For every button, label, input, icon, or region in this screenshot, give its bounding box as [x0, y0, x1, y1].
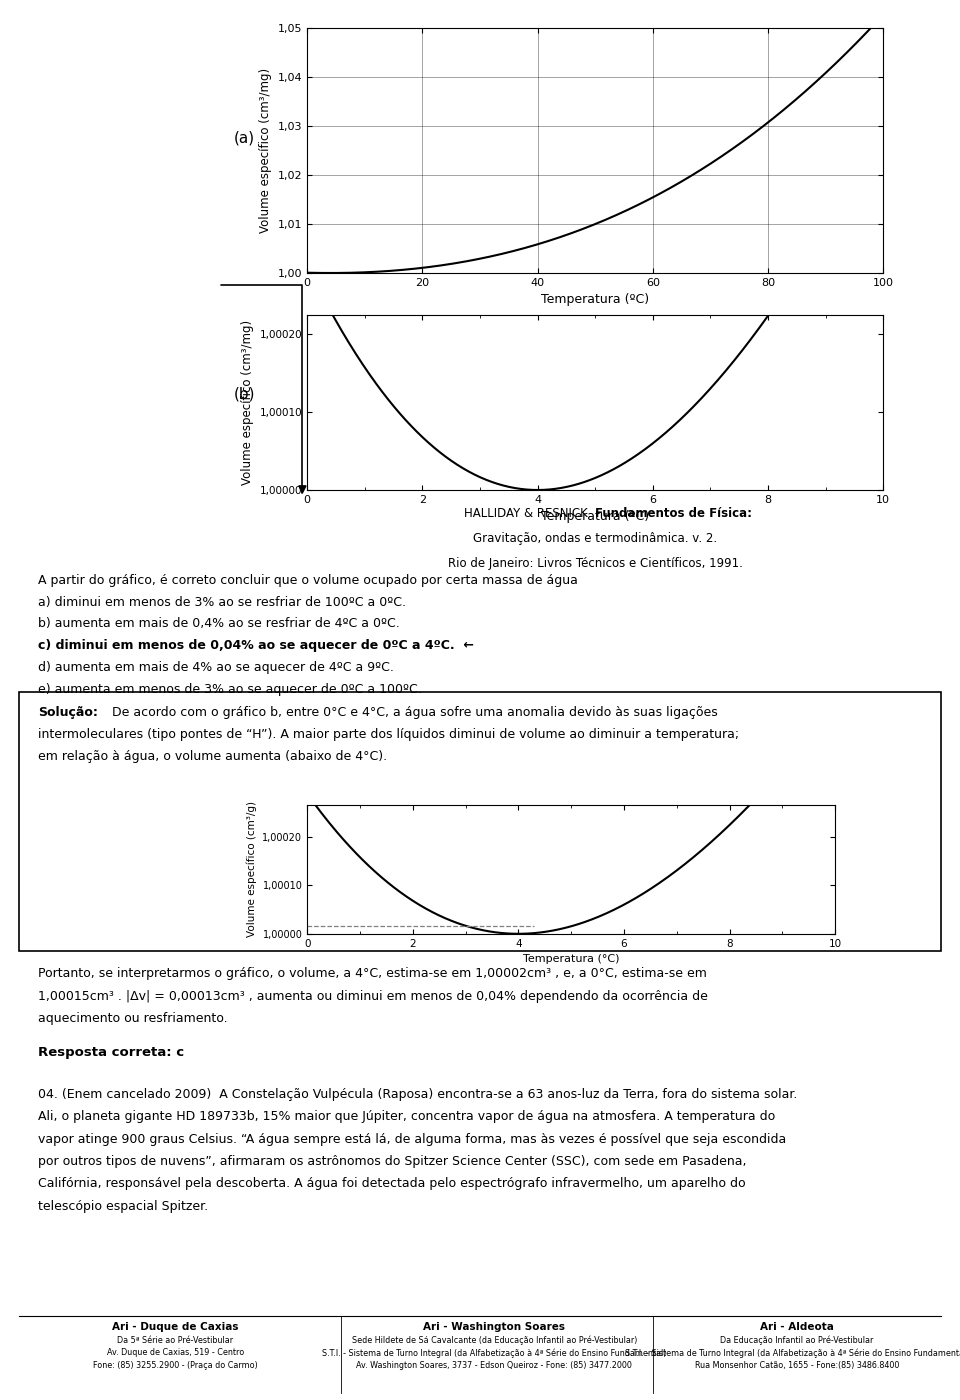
Text: Ali, o planeta gigante HD 189733b, 15% maior que Júpiter, concentra vapor de águ: Ali, o planeta gigante HD 189733b, 15% m…: [38, 1110, 776, 1123]
Text: Rio de Janeiro: Livros Técnicos e Científicos, 1991.: Rio de Janeiro: Livros Técnicos e Cientí…: [447, 557, 743, 570]
Text: em relação à água, o volume aumenta (abaixo de 4°C).: em relação à água, o volume aumenta (aba…: [38, 750, 388, 763]
Text: (b): (b): [234, 386, 255, 402]
X-axis label: Temperatura (ºC): Temperatura (ºC): [541, 511, 649, 524]
Text: c) diminui em menos de 0,04% ao se aquecer de 0ºC a 4ºC.  ←: c) diminui em menos de 0,04% ao se aquec…: [38, 638, 474, 652]
Text: aquecimento ou resfriamento.: aquecimento ou resfriamento.: [38, 1012, 228, 1025]
Text: Sede Hildete de Sá Cavalcante (da Educação Infantil ao Pré-Vestibular): Sede Hildete de Sá Cavalcante (da Educaç…: [351, 1336, 637, 1345]
Text: Av. Washington Soares, 3737 - Edson Queiroz - Fone: (85) 3477.2000: Av. Washington Soares, 3737 - Edson Quei…: [356, 1361, 633, 1369]
Text: Da Educação Infantil ao Pré-Vestibular: Da Educação Infantil ao Pré-Vestibular: [720, 1336, 874, 1345]
Text: d) aumenta em mais de 4% ao se aquecer de 4ºC a 9ºC.: d) aumenta em mais de 4% ao se aquecer d…: [38, 661, 395, 673]
Text: telescópio espacial Spitzer.: telescópio espacial Spitzer.: [38, 1200, 208, 1212]
Y-axis label: Volume específico (cm³/mg): Volume específico (cm³/mg): [259, 69, 272, 232]
Text: e) aumenta em menos de 3% ao se aquecer de 0ºC a 100ºC.: e) aumenta em menos de 3% ao se aquecer …: [38, 683, 422, 696]
Text: a) diminui em menos de 3% ao se resfriar de 100ºC a 0ºC.: a) diminui em menos de 3% ao se resfriar…: [38, 596, 406, 609]
Text: Portanto, se interpretarmos o gráfico, o volume, a 4°C, estima-se em 1,00002cm³ : Portanto, se interpretarmos o gráfico, o…: [38, 967, 708, 980]
Text: S.T.I. - Sistema de Turno Integral (da Alfabetização à 4ª Série do Ensino Fundam: S.T.I. - Sistema de Turno Integral (da A…: [323, 1348, 666, 1358]
Text: (a): (a): [234, 130, 255, 146]
Text: por outros tipos de nuvens”, afirmaram os astrônomos do Spitzer Science Center (: por outros tipos de nuvens”, afirmaram o…: [38, 1155, 747, 1168]
Text: 04. (Enem cancelado 2009)  A Constelação Vulpécula (Raposa) encontra-se a 63 ano: 04. (Enem cancelado 2009) A Constelação …: [38, 1088, 798, 1100]
Text: 1,00015cm³ . |Δv| = 0,00013cm³ , aumenta ou diminui em menos de 0,04% dependendo: 1,00015cm³ . |Δv| = 0,00013cm³ , aumenta…: [38, 990, 708, 1002]
Text: De acordo com o gráfico b, entre 0°C e 4°C, a água sofre uma anomalia devido às : De acordo com o gráfico b, entre 0°C e 4…: [108, 706, 718, 718]
Text: Fone: (85) 3255.2900 - (Praça do Carmo): Fone: (85) 3255.2900 - (Praça do Carmo): [93, 1361, 257, 1369]
Text: Ari - Washington Soares: Ari - Washington Soares: [423, 1322, 565, 1331]
Text: intermoleculares (tipo pontes de “H”). A maior parte dos líquidos diminui de vol: intermoleculares (tipo pontes de “H”). A…: [38, 728, 739, 741]
Text: Da 5ª Série ao Pré-Vestibular: Da 5ª Série ao Pré-Vestibular: [117, 1336, 233, 1344]
Text: HALLIDAY & RESNICK.: HALLIDAY & RESNICK.: [464, 507, 595, 519]
Y-axis label: Volume específico (cm³/g): Volume específico (cm³/g): [247, 801, 256, 938]
Text: Ari - Aldeota: Ari - Aldeota: [760, 1322, 833, 1331]
Text: A partir do gráfico, é correto concluir que o volume ocupado por certa massa de : A partir do gráfico, é correto concluir …: [38, 574, 578, 587]
Text: Rua Monsenhor Catão, 1655 - Fone:(85) 3486.8400: Rua Monsenhor Catão, 1655 - Fone:(85) 34…: [695, 1361, 899, 1369]
Text: vapor atinge 900 graus Celsius. “A água sempre está lá, de alguma forma, mas às : vapor atinge 900 graus Celsius. “A água …: [38, 1133, 786, 1145]
Text: Solução:: Solução:: [38, 706, 98, 718]
X-axis label: Temperatura (ºC): Temperatura (ºC): [541, 294, 649, 307]
Text: S.T.I. - Sistema de Turno Integral (da Alfabetização à 4ª Série do Ensino Fundam: S.T.I. - Sistema de Turno Integral (da A…: [625, 1348, 960, 1358]
Text: Gravitação, ondas e termodinâmica. v. 2.: Gravitação, ondas e termodinâmica. v. 2.: [473, 532, 717, 545]
Text: Ari - Duque de Caxias: Ari - Duque de Caxias: [112, 1322, 238, 1331]
Text: Av. Duque de Caxias, 519 - Centro: Av. Duque de Caxias, 519 - Centro: [107, 1348, 244, 1357]
Text: Fundamentos de Física:: Fundamentos de Física:: [595, 507, 753, 519]
X-axis label: Temperatura (°C): Temperatura (°C): [523, 955, 619, 965]
Text: b) aumenta em mais de 0,4% ao se resfriar de 4ºC a 0ºC.: b) aumenta em mais de 0,4% ao se resfria…: [38, 617, 400, 630]
Text: Resposta correta: c: Resposta correta: c: [38, 1046, 184, 1058]
Text: Califórnia, responsável pela descoberta. A água foi detectada pelo espectrógrafo: Califórnia, responsável pela descoberta.…: [38, 1177, 746, 1190]
Y-axis label: Volume específico (cm³/mg): Volume específico (cm³/mg): [241, 321, 254, 484]
